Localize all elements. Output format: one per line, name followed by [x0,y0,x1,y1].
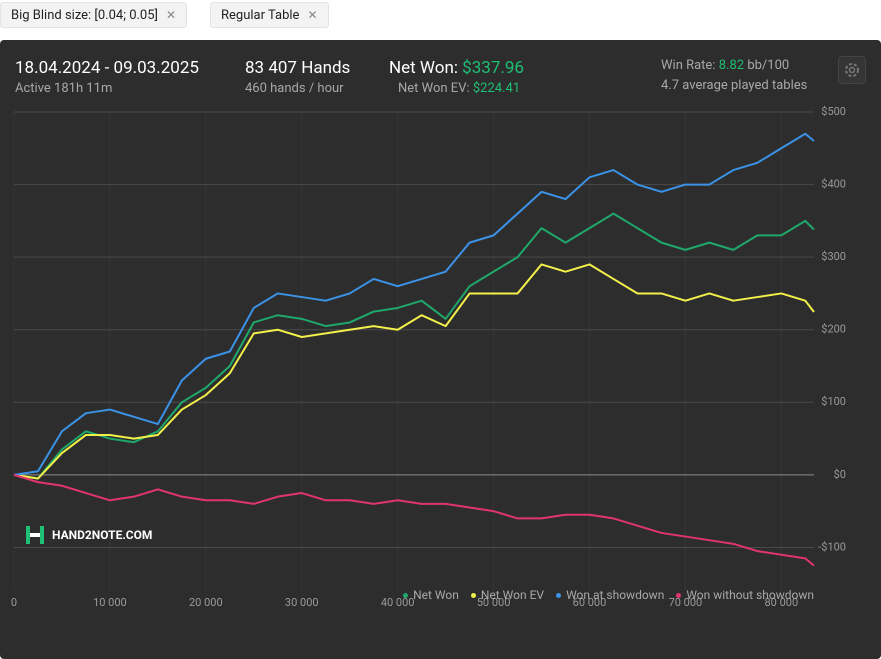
label: Net Won: [389,58,458,78]
legend-dot [470,593,476,599]
date-range: 18.04.2024 - 09.03.2025 [15,58,199,78]
x-tick-label: 70 000 [669,596,703,609]
hands: 83 407 Hands [245,58,351,78]
legend-label: Won at showdown [566,588,665,602]
series-line [13,473,815,567]
value: $337.96 [462,58,524,78]
y-tick-label: $300 [821,250,846,263]
x-tick-label: 40 000 [381,596,415,609]
series-line [13,263,815,480]
legend-item[interactable]: Won without showdown [676,588,814,602]
tables: 4.7 average played tables [661,78,808,93]
legend-label: Won without showdown [686,588,814,602]
filter-chip[interactable]: Big Blind size: [0.04; 0.05] ✕ [0,2,188,28]
legend-item[interactable]: Net Won [403,588,459,602]
legend-dot [676,593,682,599]
label: Net Won EV: [398,81,470,96]
filter-bar: Big Blind size: [0.04; 0.05] ✕ Regular Ta… [0,0,881,30]
legend-dot [556,593,562,599]
x-tick-label: 30 000 [285,596,319,609]
series-line [13,212,815,480]
y-tick-label: $100 [821,395,846,408]
value: $224.41 [472,81,521,96]
y-tick-label: $0 [834,468,846,481]
gear-icon [845,63,859,77]
settings-button[interactable] [838,56,866,84]
y-tick-label: -$100 [818,540,846,553]
legend-label: Net Won EV [480,588,545,602]
y-tick-label: $200 [821,323,846,336]
logo-icon [26,526,44,544]
x-tick-label: 10 000 [93,596,127,609]
x-tick-label: 0 [11,596,17,609]
net-won: Net Won: $337.96 [389,58,524,78]
legend-item[interactable]: Net Won EV [470,588,545,602]
x-tick-label: 20 000 [189,596,223,609]
legend: Net Won Net Won EV Won at showdown Won with… [403,588,814,602]
value: 8.82 [718,58,745,73]
x-tick-label: 60 000 [573,596,607,609]
logo-text: HAND2NOTE.COM [52,528,153,542]
legend-item[interactable]: Won at showdown [556,588,664,602]
active-time: Active 181h 11m [15,81,113,96]
chip-label: Big Blind size: [0.04; 0.05] [11,8,158,23]
net-won-ev: Net Won EV: $224.41 [398,81,520,96]
hands-per-hour: 460 hands / hour [245,81,344,96]
y-tick-label: $500 [821,105,846,118]
logo: HAND2NOTE.COM [24,524,152,546]
legend-dot [403,593,409,599]
chip-label: Regular Table [221,8,300,23]
x-tick-label: 80 000 [765,596,799,609]
x-tick-label: 50 000 [477,596,511,609]
unit: bb/100 [747,58,790,73]
win-rate: Win Rate: 8.82 bb/100 [661,58,789,73]
y-tick-label: $400 [821,177,846,190]
label: Win Rate: [661,58,716,73]
legend-label: Net Won [413,588,459,602]
chart-panel: 18.04.2024 - 09.03.2025 Active 181h 11m … [0,40,881,659]
series-line [13,132,815,476]
filter-chip[interactable]: Regular Table ✕ [210,2,329,28]
